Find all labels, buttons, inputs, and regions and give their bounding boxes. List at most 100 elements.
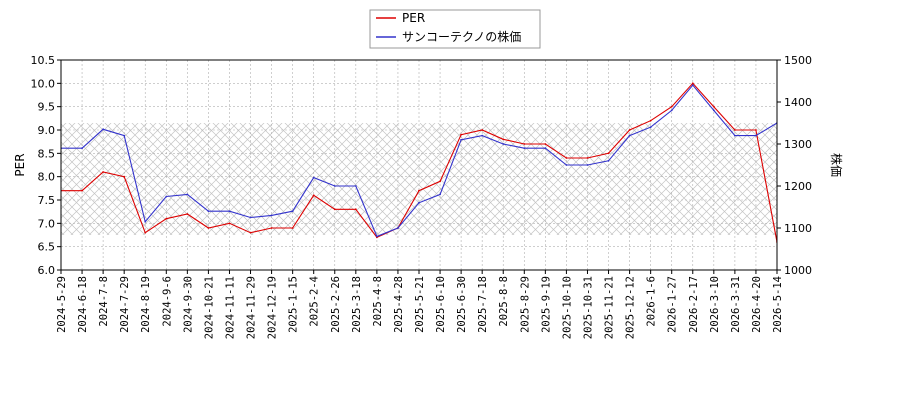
data-point-price [228,210,231,213]
x-tick-label: 2025-4-8 [372,276,384,327]
x-tick-label: 2026-3-10 [709,276,721,333]
data-point-price [375,235,378,238]
data-point-per [102,171,105,173]
data-point-per [207,227,210,229]
x-tick-label: 2025-2-26 [330,276,342,333]
x-tick-label: 2026-2-17 [688,276,700,333]
left-tick-label: 8.5 [38,147,56,160]
x-tick-label: 2025-3-18 [351,276,363,333]
left-tick-label: 7.5 [38,194,56,207]
x-tick-label: 2024-10-21 [203,276,215,339]
data-point-per [460,133,463,136]
x-tick-label: 2025-6-10 [435,276,447,333]
data-point-price [565,164,568,166]
data-point-per [607,152,610,155]
x-tick-label: 2025-6-30 [456,276,468,333]
data-point-per [165,217,168,220]
data-point-per [481,129,484,131]
data-point-per [312,194,315,197]
x-tick-label: 2024-11-11 [224,276,236,339]
right-tick-label: 1200 [784,180,812,193]
data-point-per [418,189,420,192]
x-tick-label: 2026-3-31 [730,276,742,333]
x-tick-label: 2026-1-27 [667,276,679,333]
data-point-per [755,129,757,131]
x-tick-label: 2025-10-31 [582,276,594,339]
data-point-price [733,134,736,137]
data-point-per [544,143,547,145]
x-tick-label: 2026-1-6 [646,276,658,327]
left-tick-label: 7.0 [38,217,56,230]
data-point-per [670,105,673,108]
x-tick-label: 2024-8-19 [140,276,152,333]
data-point-price [312,176,315,179]
data-point-price [354,185,357,187]
legend-box [369,9,541,49]
data-point-per [523,143,526,145]
left-tick-label: 6.0 [38,264,56,277]
data-point-per [291,227,294,229]
data-point-price [123,134,126,137]
data-point-price [81,147,83,150]
data-point-per [228,222,231,225]
x-tick-label: 2024-7-8 [98,276,110,327]
x-tick-label: 2024-9-30 [182,276,194,333]
data-point-price [670,109,673,112]
data-point-per [81,189,83,192]
data-point-price [481,134,484,137]
right-tick-label: 1000 [784,264,812,277]
left-tick-label: 8.0 [38,171,56,184]
x-tick-label: 2025-8-8 [498,276,510,327]
data-point-price [439,193,441,196]
data-point-per [123,175,126,178]
right-tick-label: 1400 [784,96,812,109]
y-axis-left-label: PER [13,153,27,176]
data-point-price [186,193,189,196]
data-point-per [586,157,589,159]
x-tick-label: 2024-11-29 [246,276,258,339]
data-point-per [186,213,189,215]
data-point-price [207,210,210,213]
data-point-per [733,129,736,131]
left-tick-label: 9.5 [38,101,56,114]
left-tick-label: 10.0 [31,77,56,90]
data-point-per [270,227,273,229]
data-point-per [249,231,252,234]
data-point-price [586,164,589,166]
x-tick-label: 2026-5-14 [772,276,784,333]
data-point-price [755,134,757,137]
x-tick-label: 2025-8-29 [519,276,531,333]
x-tick-label: 2025-4-28 [393,276,405,333]
data-point-price [249,216,252,219]
data-point-per [502,138,505,141]
data-point-per [628,129,631,131]
data-point-price [270,214,273,217]
data-point-price [418,201,420,204]
data-point-per [649,119,652,122]
data-point-price [102,128,105,131]
x-tick-label: 2025-12-12 [625,276,637,339]
y-axis-right-label: 株価 [829,153,844,177]
legend-label-price: サンコーテクノの株価 [402,29,521,44]
data-point-price [649,126,652,129]
x-tick-label: 2026-4-20 [751,276,763,333]
x-axis: 2024-5-29 2024-6-18 2024-7-8 2024-7-29 2024-… [56,270,784,339]
data-point-price [144,220,147,223]
data-point-price [460,138,463,141]
left-axis: 6.0 6.5 7.0 7.5 8.0 8.5 9.0 9.5 10.0 10.5 [31,54,61,277]
data-point-price [502,143,505,145]
series-layer [61,82,777,243]
data-point-per [712,105,715,108]
x-tick-label: 2024-12-19 [267,276,279,339]
data-point-price [523,147,526,150]
x-tick-label: 2025-1-15 [288,276,300,333]
data-point-per [565,157,568,159]
data-point-price [544,147,547,150]
right-tick-label: 1300 [784,138,812,151]
left-tick-label: 6.5 [38,241,56,254]
data-point-price [397,227,399,229]
x-tick-label: 2025-9-19 [540,276,552,333]
legend: PER サンコーテクノの株価 [369,9,541,49]
data-point-per [691,82,694,85]
